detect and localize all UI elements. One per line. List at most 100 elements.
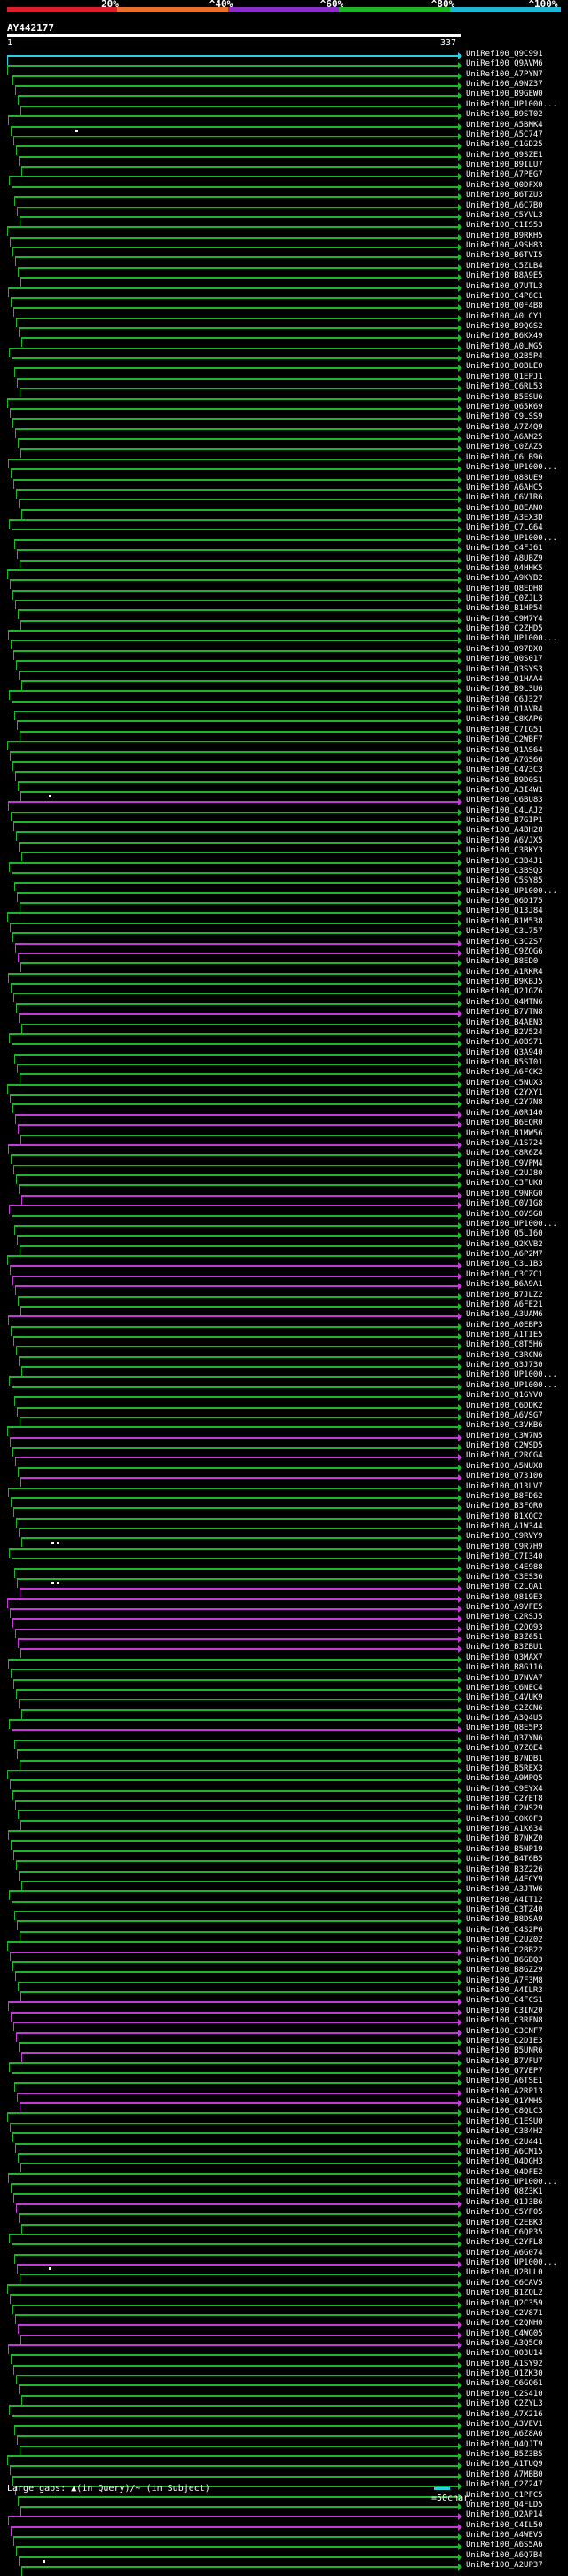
hit-id-link[interactable]: UniRef100_Q8E5P3 [466,1724,543,1733]
hit-id-link[interactable]: UniRef100_Q1J3B6 [466,2197,543,2207]
hit-id-link[interactable]: UniRef100_B1M538 [466,916,543,926]
hit-id-link[interactable]: UniRef100_A6Z8A6 [466,2430,543,2439]
hit-id-link[interactable]: UniRef100_B9RKH5 [466,231,543,240]
hit-id-link[interactable]: UniRef100_A4IT12 [466,1895,543,1905]
hit-id-link[interactable]: UniRef100_C3BSQ3 [466,866,543,876]
hit-id-link[interactable]: UniRef100_Q4FLD5 [466,2500,543,2509]
hit-id-link[interactable]: UniRef100_Q4DGH3 [466,2157,543,2167]
hit-id-link[interactable]: UniRef100_A1TIE5 [466,1330,543,1339]
hit-id-link[interactable]: UniRef100_A6Q7B4 [466,2550,543,2560]
hit-id-link[interactable]: UniRef100_C9M7Y4 [466,614,543,624]
hit-id-link[interactable]: UniRef100_Q8EDH8 [466,584,543,593]
hit-id-link[interactable]: UniRef100_Q13J84 [466,907,543,916]
hit-id-link[interactable]: UniRef100_Q8Z3K1 [466,2187,543,2197]
hit-id-link[interactable]: UniRef100_Q7UTL3 [466,281,543,291]
hit-id-link[interactable]: UniRef100_C3L1B3 [466,1260,543,1269]
hit-id-link[interactable]: UniRef100_B7JLZ2 [466,1290,543,1300]
hit-id-link[interactable]: UniRef100_C2S410 [466,2389,543,2399]
hit-id-link[interactable]: UniRef100_C6DDK2 [466,1401,543,1410]
hit-id-link[interactable]: UniRef100_Q73106 [466,1472,543,1481]
hit-id-link[interactable]: UniRef100_C2NS29 [466,1804,543,1814]
hit-id-link[interactable]: UniRef100_A1TUQ9 [466,2460,543,2470]
hit-id-link[interactable]: UniRef100_B9L3U6 [466,685,543,695]
hit-id-link[interactable]: UniRef100_A7PYN7 [466,69,543,79]
hit-id-link[interactable]: UniRef100_A3I4W1 [466,786,543,795]
hit-id-link[interactable]: UniRef100_C3FUK8 [466,1179,543,1189]
hit-id-link[interactable]: UniRef100_C4FJ61 [466,544,543,554]
hit-id-link[interactable]: UniRef100_C1IS53 [466,221,543,231]
hit-id-link[interactable]: UniRef100_C2YET8 [466,1795,543,1803]
hit-id-link[interactable]: UniRef100_C5ZLB4 [466,261,543,271]
hit-id-link[interactable]: UniRef100_B6KX49 [466,332,543,342]
hit-id-link[interactable]: UniRef100_C4VUK9 [466,1693,543,1703]
hit-id-link[interactable]: UniRef100_C2DIE3 [466,2036,543,2046]
hit-id-link[interactable]: UniRef100_A4WEV5 [466,2531,543,2541]
hit-id-link[interactable]: UniRef100_B7VFU7 [466,2056,543,2066]
hit-id-link[interactable]: UniRef100_C9VPM4 [466,1158,543,1168]
hit-id-link[interactable]: UniRef100_Q03U14 [466,2349,543,2359]
hit-id-link[interactable]: UniRef100_C2Z247 [466,2480,543,2490]
hit-id-link[interactable]: UniRef100_Q1HAA4 [466,674,543,684]
hit-id-link[interactable]: UniRef100_Q7VEP7 [466,2067,543,2076]
hit-id-link[interactable]: UniRef100_Q0DFX0 [466,180,543,190]
hit-id-link[interactable]: UniRef100_A0LCY1 [466,311,543,321]
hit-id-link[interactable]: UniRef100_A4ILR3 [466,1986,543,1996]
hit-id-link[interactable]: UniRef100_Q4DFE2 [466,2167,543,2177]
hit-id-link[interactable]: UniRef100_C3W7N5 [466,1431,543,1441]
hit-id-link[interactable]: UniRef100_A5C747 [466,130,543,139]
hit-id-link[interactable]: UniRef100_Q3J730 [466,1361,543,1370]
hit-id-link[interactable]: UniRef100_A6C7B0 [466,200,543,210]
hit-id-link[interactable]: UniRef100_C2QNH0 [466,2319,543,2329]
hit-id-link[interactable]: UniRef100_Q2KVB2 [466,1239,543,1249]
hit-id-link[interactable]: UniRef100_Q1EPJ1 [466,372,543,381]
hit-id-link[interactable]: UniRef100_Q1GYV0 [466,1391,543,1401]
hit-id-link[interactable]: UniRef100_Q9SZE1 [466,150,543,160]
hit-id-link[interactable]: UniRef100_A0EBP3 [466,1320,543,1330]
hit-id-link[interactable]: UniRef100_Q88UE9 [466,473,543,483]
hit-id-link[interactable]: UniRef100_B8G116 [466,1663,543,1673]
hit-id-link[interactable]: UniRef100_B9GEW0 [466,90,543,99]
hit-id-link[interactable]: UniRef100_Q0F4B8 [466,302,543,311]
hit-id-link[interactable]: UniRef100_A9SH83 [466,241,543,251]
hit-id-link[interactable]: UniRef100_C2RCG4 [466,1451,543,1461]
hit-id-link[interactable]: UniRef100_C3RFN8 [466,2016,543,2026]
hit-id-link[interactable]: UniRef100_A3VEV1 [466,2419,543,2429]
hit-id-link[interactable]: UniRef100_A9MPQ5 [466,1774,543,1784]
hit-id-link[interactable]: UniRef100_C2QQ93 [466,1622,543,1632]
hit-id-link[interactable]: UniRef100_A5NUX8 [466,1461,543,1471]
hit-id-link[interactable]: UniRef100_A6AM25 [466,433,543,443]
hit-id-link[interactable]: UniRef100_B8A9E5 [466,271,543,281]
hit-id-link[interactable]: UniRef100_C2ZYL3 [466,2399,543,2409]
hit-id-link[interactable]: UniRef100_C3BKY3 [466,846,543,856]
hit-id-link[interactable]: UniRef100_A9NZ37 [466,80,543,90]
hit-id-link[interactable]: UniRef100_B6TZU3 [466,191,543,200]
hit-id-link[interactable]: UniRef100_A7X216 [466,2409,543,2419]
hit-id-link[interactable]: UniRef100_A0BS71 [466,1038,543,1048]
hit-id-link[interactable]: UniRef100_C0K0F3 [466,1814,543,1824]
hit-id-link[interactable]: UniRef100_B5UNR6 [466,2046,543,2056]
hit-id-link[interactable]: UniRef100_C6NEC4 [466,1683,543,1692]
hit-id-link[interactable]: UniRef100_C1ESU0 [466,2117,543,2126]
hit-id-link[interactable]: UniRef100_C0VIG8 [466,1199,543,1209]
hit-id-link[interactable]: UniRef100_C2LQA1 [466,1583,543,1592]
hit-id-link[interactable]: UniRef100_Q9AVM6 [466,59,543,69]
hit-id-link[interactable]: UniRef100_B9ILU7 [466,161,543,170]
hit-id-link[interactable]: UniRef100_A1RKR4 [466,967,543,977]
hit-id-link[interactable]: UniRef100_C2U441 [466,2137,543,2147]
hit-id-link[interactable]: UniRef100_B8FD62 [466,1491,543,1501]
hit-id-link[interactable]: UniRef100_Q3A940 [466,1048,543,1057]
hit-id-link[interactable]: UniRef100_B6EQR0 [466,1119,543,1128]
hit-id-link[interactable]: UniRef100_Q1AS64 [466,745,543,755]
hit-id-link[interactable]: UniRef100_C6VIR6 [466,493,543,503]
hit-id-link[interactable]: UniRef100_C2YFL8 [466,2238,543,2248]
hit-id-link[interactable]: UniRef100_C6QP35 [466,2227,543,2237]
hit-id-link[interactable]: UniRef100_A6VJX5 [466,836,543,845]
hit-id-link[interactable]: UniRef100_B7NDB1 [466,1754,543,1763]
hit-id-link[interactable]: UniRef100_Q97DX0 [466,644,543,654]
hit-id-link[interactable]: UniRef100_C2WBF7 [466,735,543,745]
hit-id-link[interactable]: UniRef100_B4AEN3 [466,1017,543,1027]
hit-id-link[interactable]: UniRef100_C9NRG0 [466,1189,543,1198]
hit-id-link[interactable]: UniRef100_A6G074 [466,2248,543,2258]
hit-id-link[interactable]: UniRef100_C2ZCN6 [466,1703,543,1713]
hit-id-link[interactable]: UniRef100_B5NP19 [466,1844,543,1854]
